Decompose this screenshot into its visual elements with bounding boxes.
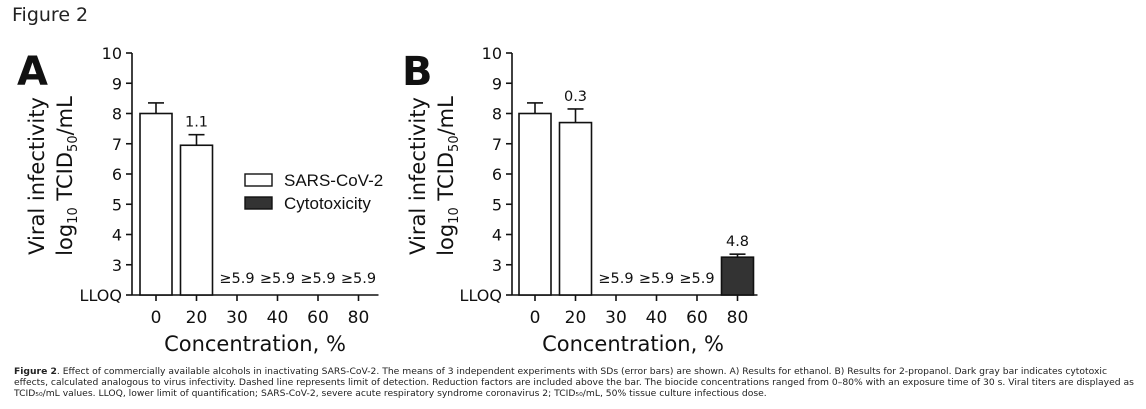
panel-a-reduction-label: ≥5.9: [219, 271, 254, 287]
panel-a-x-tick-label: 0: [151, 308, 162, 328]
panel-b-y-tick-label: LLOQ: [460, 286, 502, 305]
figure-title: Figure 2: [12, 4, 89, 26]
panel-a-y-tick-label: 6: [112, 165, 122, 184]
panel-b-x-tick-label: 30: [605, 308, 627, 328]
panel-b-y-tick-label: 9: [492, 74, 502, 93]
panel-b-x-axis-label: Concentration, %: [542, 332, 724, 356]
panel-a-x-tick-label: 80: [348, 308, 370, 328]
panel-a-x-tick-label: 60: [307, 308, 329, 328]
panel-b-y-tick-label: 5: [492, 195, 502, 214]
panel-b-y-tick-label: 8: [492, 105, 502, 124]
panel-a-reduction-label: ≥5.9: [300, 271, 335, 287]
panel-a-y-tick-label: LLOQ: [80, 286, 122, 305]
panel-a-y-tick-label: 7: [112, 135, 122, 154]
panel-b-reduction-label: 0.3: [564, 89, 587, 105]
panel-a-y-axis-label-part: 50: [66, 135, 81, 152]
panel-b-y-tick-label: 4: [492, 226, 502, 245]
panel-a-x-tick-label: 30: [226, 308, 248, 328]
panel-b-x-tick-label: 0: [530, 308, 541, 328]
panel-a-y-axis-label-part: TCID: [53, 152, 77, 207]
panel-a-x-tick-label: 40: [267, 308, 289, 328]
panel-a-x-axis-label: Concentration, %: [164, 332, 346, 356]
panel-a-reduction-label: 1.1: [185, 115, 208, 131]
panel-b-reduction-label: ≥5.9: [639, 271, 674, 287]
panel-b-letter: B: [402, 49, 433, 95]
panel-a-y-tick-label: 4: [112, 226, 122, 245]
panel-b-reduction-label: ≥5.9: [598, 271, 633, 287]
panel-b-x-tick-label: 80: [727, 308, 749, 328]
panel-a-reduction-label: ≥5.9: [260, 271, 295, 287]
panel-a-y-axis-label-part: 10: [66, 207, 81, 224]
caption-lead: Figure 2: [14, 366, 57, 377]
panel-a-y-tick-label: 9: [112, 74, 122, 93]
panel-a-y-tick-label: 5: [112, 195, 122, 214]
panel-a-y-tick-label: 8: [112, 105, 122, 124]
panel-b-cytotoxicity-bar: [720, 256, 755, 296]
panel-a-letter: A: [17, 49, 48, 95]
panel-b-x-tick-label: 20: [565, 308, 587, 328]
panel-a-virus-bar: [139, 112, 173, 296]
panel-b-chart: B LLOQ 3 4 5 6 7 8 9 10 0 20 0.3 30 ≥5.9 40 ≥5.9 60 ≥5.9 80…: [402, 44, 758, 356]
panel-a-reduction-label: ≥5.9: [341, 271, 376, 287]
panel-b-x-tick-label: 40: [646, 308, 668, 328]
panel-b-y-axis-label-part: 10: [447, 207, 462, 224]
legend-label-cytotoxicity: Cytotoxicity: [284, 194, 371, 213]
panel-a-chart: A LLOQ 3 4 5 6 7 8 9 10 0 20 1.1 30 ≥5.9 40 ≥5.9 60 ≥5.9 80…: [17, 44, 379, 356]
panel-b-y-tick-label: 6: [492, 165, 502, 184]
panel-a-y-axis-label-line1: Viral infectivity: [25, 97, 49, 255]
panel-b-y-axis-label-part: /mL: [434, 96, 458, 136]
panel-a-y-tick-label: 3: [112, 256, 122, 275]
panel-b-virus-bar: [518, 112, 552, 296]
legend-swatch-sars-cov-2: [244, 173, 273, 187]
panel-b-y-axis-label-part: log: [434, 224, 458, 256]
panel-a-virus-bar: [179, 144, 214, 296]
panel-b-y-axis-label-line2: log10 TCID50/mL: [434, 96, 462, 256]
panel-b-y-axis-label-line1: Viral infectivity: [406, 97, 430, 255]
panel-b-x-tick-label: 60: [686, 308, 708, 328]
panel-b-reduction-label: 4.8: [726, 234, 749, 250]
panel-a-y-axis-label-part: /mL: [53, 96, 77, 136]
panel-b-y-axis-label-part: 50: [447, 135, 462, 152]
panel-b-reduction-label: ≥5.9: [679, 271, 714, 287]
legend-swatch-cytotoxicity: [244, 196, 273, 210]
legend-label-sars-cov-2: SARS-CoV-2: [284, 171, 383, 190]
panel-a-y-axis-label-part: log: [53, 224, 77, 256]
panel-b-virus-bar: [558, 121, 593, 296]
panel-b-y-axis-label-part: TCID: [434, 152, 458, 207]
legend: SARS-CoV-2 Cytotoxicity: [244, 171, 383, 213]
panel-b-y-tick-label: 7: [492, 135, 502, 154]
panel-a-y-tick-label: 10: [102, 44, 122, 63]
figure-caption: Figure 2. Effect of commercially availab…: [14, 366, 1136, 399]
panel-b-y-tick-label: 3: [492, 256, 502, 275]
panel-a-x-tick-label: 20: [186, 308, 208, 328]
caption-text: . Effect of commercially available alcoh…: [14, 366, 1134, 399]
panel-a-y-axis-label-line2: log10 TCID50/mL: [53, 96, 81, 256]
panel-b-y-tick-label: 10: [482, 44, 502, 63]
